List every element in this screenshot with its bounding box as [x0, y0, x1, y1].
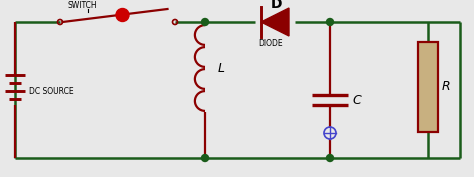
Text: D: D — [271, 0, 283, 11]
Text: DIODE: DIODE — [259, 39, 283, 48]
Circle shape — [201, 19, 209, 25]
Circle shape — [116, 8, 129, 21]
Text: SWITCH: SWITCH — [68, 1, 98, 10]
Text: DC SOURCE: DC SOURCE — [29, 87, 73, 96]
Text: R: R — [442, 81, 451, 93]
Circle shape — [327, 19, 334, 25]
Circle shape — [327, 155, 334, 161]
Polygon shape — [261, 8, 289, 36]
Text: C: C — [352, 93, 361, 107]
Bar — [418, 42, 438, 132]
Text: L: L — [218, 61, 225, 75]
Circle shape — [201, 155, 209, 161]
